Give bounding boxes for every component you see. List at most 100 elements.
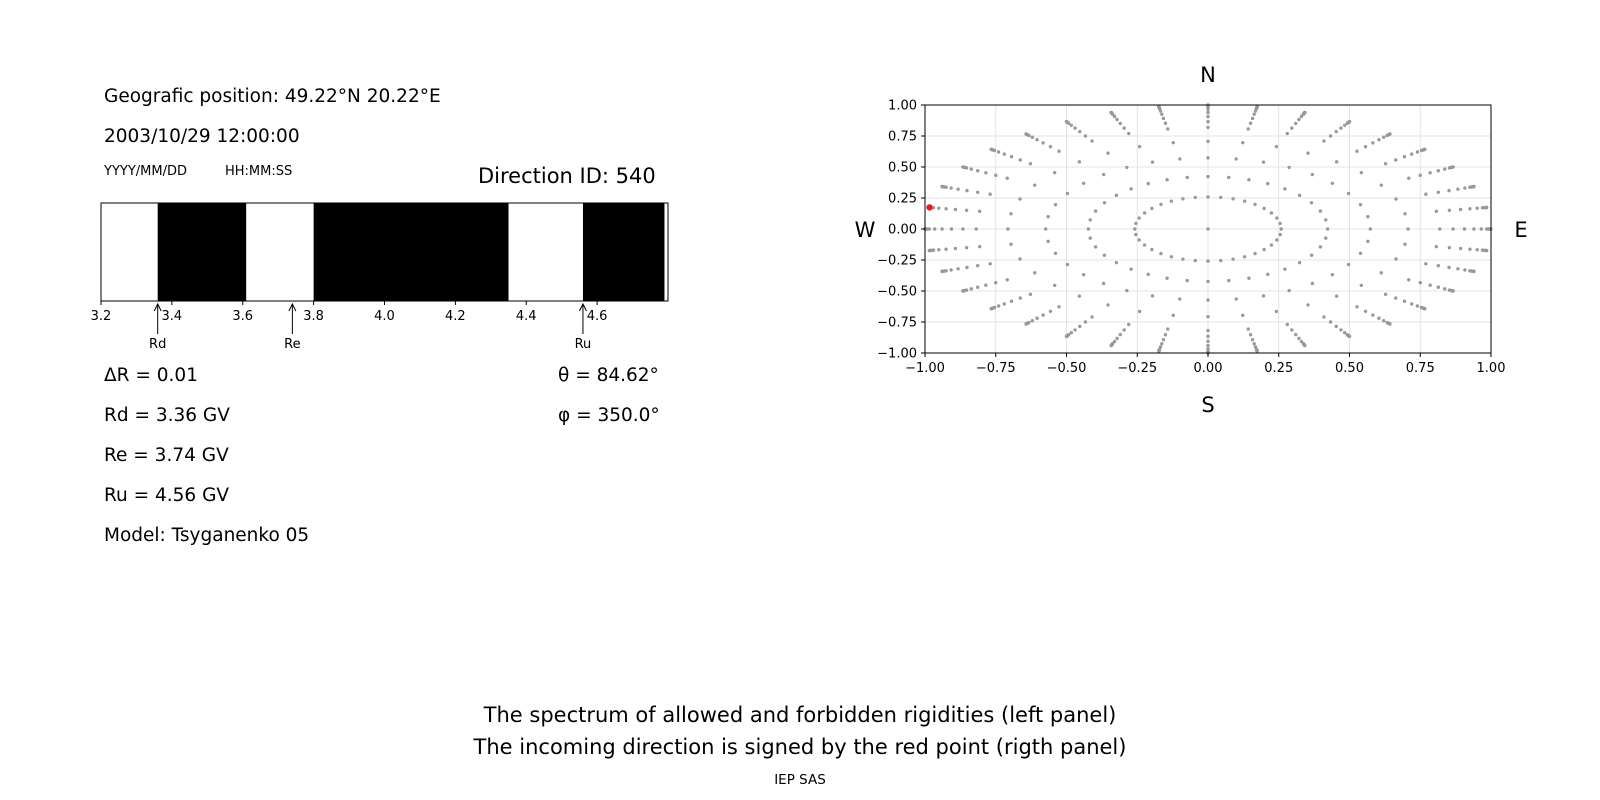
direction-point bbox=[956, 267, 960, 271]
direction-point bbox=[940, 269, 944, 274]
direction-point bbox=[965, 188, 969, 193]
direction-point bbox=[1306, 303, 1310, 307]
direction-point bbox=[964, 208, 969, 213]
direction-point bbox=[1250, 337, 1255, 342]
direction-point bbox=[1206, 139, 1210, 144]
direction-point bbox=[1279, 227, 1283, 231]
direction-point bbox=[989, 147, 993, 151]
direction-point bbox=[1134, 232, 1138, 237]
direction-point bbox=[932, 227, 937, 231]
direction-point bbox=[1468, 247, 1472, 251]
direction-point bbox=[1371, 313, 1375, 317]
direction-point bbox=[1231, 257, 1235, 261]
direction-point bbox=[1451, 227, 1455, 231]
direction-point bbox=[1309, 201, 1314, 205]
direction-point bbox=[1423, 307, 1427, 311]
spectrum-tick-label: 3.6 bbox=[232, 309, 253, 324]
direction-point bbox=[1428, 171, 1432, 175]
direction-point bbox=[1346, 191, 1351, 196]
direction-point bbox=[965, 265, 969, 270]
direction-point bbox=[1334, 324, 1338, 329]
direction-point bbox=[1247, 276, 1251, 280]
direction-point bbox=[1171, 313, 1175, 318]
direction-point bbox=[1252, 112, 1256, 116]
x-tick-label: −1.00 bbox=[905, 361, 945, 376]
direction-point bbox=[1090, 139, 1094, 143]
direction-point bbox=[1436, 285, 1441, 289]
direction-point bbox=[1065, 262, 1070, 267]
direction-point bbox=[1169, 199, 1174, 203]
direction-point bbox=[974, 227, 978, 231]
direction-point bbox=[1206, 279, 1210, 284]
direction-point bbox=[1355, 149, 1359, 153]
direction-point bbox=[1073, 126, 1077, 130]
direction-point bbox=[1048, 145, 1053, 149]
direction-point bbox=[1363, 309, 1368, 313]
direction-point bbox=[1081, 181, 1086, 185]
direction-point bbox=[1253, 251, 1257, 256]
direction-point bbox=[1002, 152, 1006, 156]
direction-point bbox=[1275, 238, 1279, 242]
direction-point bbox=[994, 173, 998, 178]
direction-point bbox=[975, 190, 980, 194]
direction-point bbox=[1407, 176, 1411, 180]
direction-point bbox=[1255, 105, 1259, 109]
direction-point bbox=[1206, 298, 1210, 302]
direction-point bbox=[1005, 278, 1009, 282]
direction-point bbox=[1048, 309, 1053, 313]
direction-point bbox=[1358, 202, 1363, 207]
footer-credit: IEP SAS bbox=[774, 772, 826, 788]
direction-point bbox=[961, 165, 965, 169]
direction-point bbox=[1377, 316, 1381, 320]
direction-point bbox=[1330, 181, 1335, 185]
direction-point bbox=[984, 171, 988, 175]
direction-point bbox=[1129, 187, 1133, 191]
footer-line-1: The spectrum of allowed and forbidden ri… bbox=[483, 703, 1117, 727]
direction-point bbox=[1394, 296, 1398, 300]
direction-point bbox=[1088, 236, 1092, 240]
direction-point bbox=[1018, 257, 1022, 261]
direction-point bbox=[1109, 110, 1113, 115]
direction-point bbox=[1035, 316, 1039, 320]
direction-point bbox=[1086, 227, 1091, 231]
direction-point bbox=[1436, 169, 1441, 173]
direction-point bbox=[949, 268, 953, 272]
direction-point bbox=[996, 150, 1001, 154]
direction-point bbox=[1485, 205, 1489, 210]
direction-point bbox=[1472, 184, 1476, 189]
direction-point bbox=[1290, 328, 1294, 332]
direction-point bbox=[1163, 333, 1168, 337]
direction-point bbox=[1403, 242, 1407, 246]
direction-point bbox=[1137, 309, 1142, 314]
direction-point bbox=[1436, 264, 1441, 268]
direction-point bbox=[1324, 218, 1328, 222]
y-tick-label: 0.50 bbox=[888, 161, 917, 176]
direction-point bbox=[988, 192, 992, 196]
direction-point bbox=[1078, 324, 1082, 329]
direction-point bbox=[1046, 214, 1050, 219]
direction-point bbox=[1242, 199, 1247, 203]
direction-point bbox=[1090, 315, 1094, 319]
direction-point bbox=[1297, 336, 1301, 341]
direction-point bbox=[964, 245, 969, 250]
direction-point bbox=[1032, 271, 1037, 275]
direction-point bbox=[1443, 167, 1447, 171]
direction-point bbox=[1041, 313, 1045, 317]
direction-point bbox=[1330, 273, 1335, 277]
direction-point bbox=[1246, 127, 1250, 131]
direction-point bbox=[1328, 134, 1333, 138]
direction-point bbox=[1114, 260, 1119, 265]
marker-arrowhead bbox=[579, 302, 587, 312]
direction-point bbox=[1325, 227, 1330, 231]
direction-point bbox=[1115, 336, 1119, 341]
direction-point bbox=[1231, 197, 1235, 201]
direction-point bbox=[1206, 314, 1210, 319]
direction-point bbox=[1324, 236, 1328, 240]
direction-point bbox=[1278, 221, 1282, 226]
direction-point bbox=[949, 186, 953, 190]
direction-point bbox=[1206, 110, 1210, 115]
direction-point bbox=[1122, 328, 1126, 332]
direction-point bbox=[956, 187, 960, 191]
direction-point bbox=[1083, 320, 1088, 324]
direction-point bbox=[1253, 202, 1257, 207]
